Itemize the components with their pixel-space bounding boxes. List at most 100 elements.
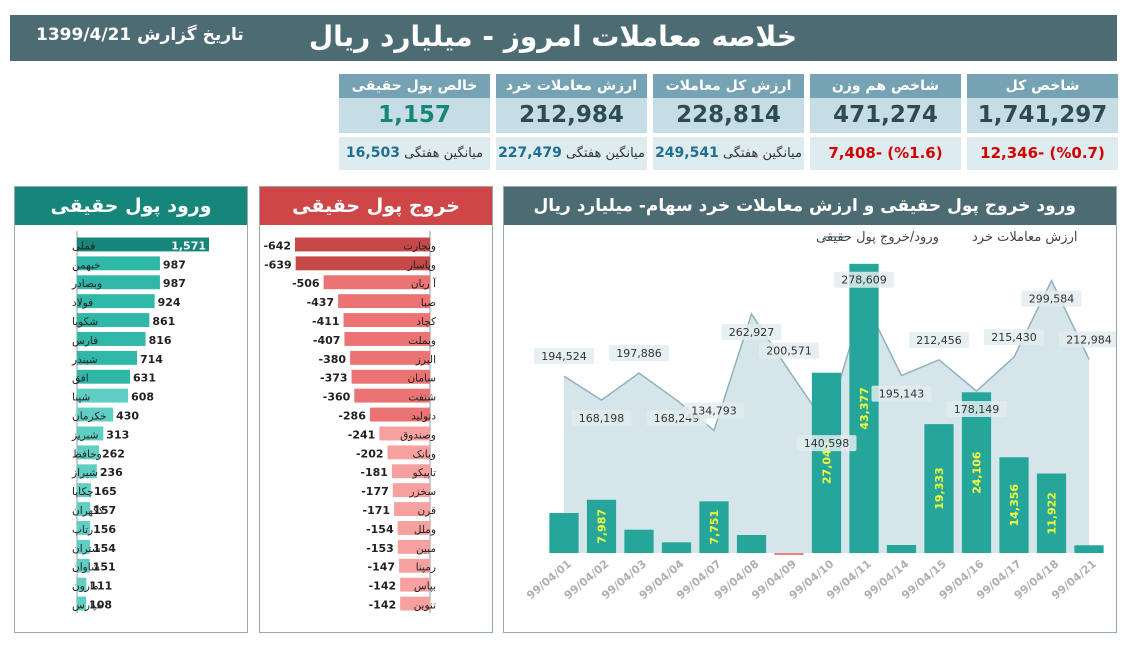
bar-category-label: شپنا: [72, 392, 90, 404]
bar-data-label: 11,922: [1046, 492, 1059, 534]
bar-mark: [886, 545, 917, 553]
bar-category-label: شنفت: [408, 392, 436, 404]
bar: [397, 521, 430, 535]
kpi-total-index: شاخص کل 1,741,297 (%0.7) -12,346: [967, 74, 1118, 170]
bar: [323, 275, 430, 290]
bar-value-label: -142: [369, 580, 397, 593]
kpi-change: (%1.6) -7,408: [828, 144, 943, 162]
area-data-label: 168,198: [579, 412, 625, 425]
bar-value-label: -380: [319, 353, 347, 366]
bar-value-label: -437: [307, 296, 335, 309]
bar-data-label: 24,106: [971, 451, 984, 494]
bar-value-label: 631: [133, 372, 156, 385]
bar-category-label: وبملت: [408, 335, 436, 347]
bar-category-label: شاوان: [72, 562, 100, 574]
bar-value-label: -147: [368, 561, 396, 574]
kpi-title: ارزش کل معاملات: [653, 74, 804, 98]
bar-value-label: -411: [312, 315, 340, 328]
bar: [77, 558, 90, 573]
bar-category-label: وحافظ: [72, 448, 102, 460]
bar-mark: [736, 535, 767, 553]
area-label-bg: [796, 435, 857, 452]
bar-value-label: 156: [93, 523, 116, 536]
bar-mark: [1074, 545, 1104, 553]
bar: [379, 426, 430, 441]
bar-value-label: 816: [149, 334, 172, 347]
bar-value-label: 236: [100, 466, 123, 479]
bar: [77, 388, 129, 403]
bar-category-label: تاپیکو: [412, 467, 437, 479]
bar-category-label: شبندر: [71, 354, 98, 366]
bar-category-label: تنوین: [414, 600, 437, 612]
area-label-bg: [1021, 290, 1082, 307]
area-label-bg: [684, 402, 744, 419]
bar-category-label: کچاد: [416, 316, 436, 328]
bar: [351, 369, 430, 384]
inflow-bar-chart: فملی 1,571 خبهمن 987 وبصادر 987 فولاد 924 شکویا 8…: [71, 231, 209, 613]
bar-value-label: -506: [292, 277, 320, 290]
combo-chart-title: ورود خروج پول حقیقی و ارزش معاملات خرد س…: [504, 187, 1116, 225]
bar-value-label: -241: [348, 428, 376, 441]
bar: [397, 539, 430, 554]
bar: [77, 521, 91, 535]
bar-category-label: وصندوق: [400, 429, 436, 441]
kpi-value: 228,814: [653, 98, 804, 133]
bar-value-label: -181: [360, 466, 388, 479]
bar-value-label: -360: [323, 391, 351, 404]
bar-value-label: 714: [140, 353, 163, 366]
combo-chart: ارزش معاملات خرد ورود/خروج پول حقیقی 7,987…: [524, 230, 1116, 602]
kpi-weekly-avg: 227,479: [498, 145, 562, 161]
bar: [77, 369, 131, 384]
kpi-title: شاخص هم وزن: [810, 74, 961, 98]
bar-mark: [624, 529, 654, 553]
area-data-label: 200,571: [766, 345, 812, 358]
bar: [350, 350, 430, 365]
bar: [77, 294, 155, 309]
area-label-bg: [834, 271, 894, 288]
bar: [77, 464, 97, 479]
bar: [392, 483, 430, 498]
area-series: [564, 280, 1089, 553]
bar-mark: [586, 499, 617, 553]
area-data-label: 262,927: [729, 326, 775, 339]
bar-mark: [999, 457, 1029, 553]
kpi-equal-weight-index: شاخص هم وزن 471,274 (%1.6) -7,408: [810, 74, 961, 170]
bar-category-label: بپاس: [414, 581, 436, 593]
bar: [77, 539, 90, 554]
bar: [354, 388, 430, 403]
bar-category-label: رتاپ: [72, 524, 93, 536]
bar: [343, 313, 430, 327]
bar-category-label: شبریز: [71, 429, 98, 441]
bar-value-label: -153: [366, 542, 394, 555]
kpi-sub-label: میانگین هفتگی: [404, 146, 484, 161]
area-data-label: 140,598: [804, 437, 850, 450]
outflow-bar-chart: وتجارت -642 وپاسار -639 آ ریان -506 صبا -437 کچا…: [263, 231, 437, 613]
area-label-bg: [609, 345, 669, 362]
kpi-retail-trade-value: ارزش معاملات خرد 212,984 میانگین هفتگی 2…: [496, 74, 647, 170]
bar: [77, 350, 137, 365]
kpi-value: 1,157: [339, 98, 490, 133]
bar: [77, 596, 87, 611]
area-data-label: 299,584: [1029, 293, 1075, 306]
bar-value-label: 1,571: [171, 239, 206, 252]
bar: [400, 596, 430, 611]
bar: [77, 332, 146, 346]
bar: [77, 445, 100, 460]
bar-category-label: خکرمان: [72, 411, 107, 423]
bar: [295, 256, 430, 271]
combo-chart-panel: ورود خروج پول حقیقی و ارزش معاملات خرد س…: [503, 186, 1117, 633]
area-data-label: 134,793: [691, 404, 737, 417]
bar: [77, 426, 104, 441]
kpi-title: ارزش معاملات خرد: [496, 74, 647, 98]
bar: [394, 502, 430, 516]
bar-mark: [699, 501, 729, 553]
bar-data-label: 43,377: [858, 387, 871, 429]
area-label-bg: [909, 331, 969, 348]
legend-area-label: ارزش معاملات خرد: [972, 230, 1077, 245]
area-label-bg: [1059, 331, 1116, 348]
area-label-bg: [871, 385, 932, 402]
bar-value-label: 861: [152, 315, 175, 328]
bar: [77, 275, 160, 290]
inflow-panel: ورود پول حقیقی فملی 1,571 خبهمن 987 وبصادر 98…: [14, 186, 248, 633]
kpi-total-trade-value: ارزش کل معاملات 228,814 میانگین هفتگی 24…: [653, 74, 804, 170]
